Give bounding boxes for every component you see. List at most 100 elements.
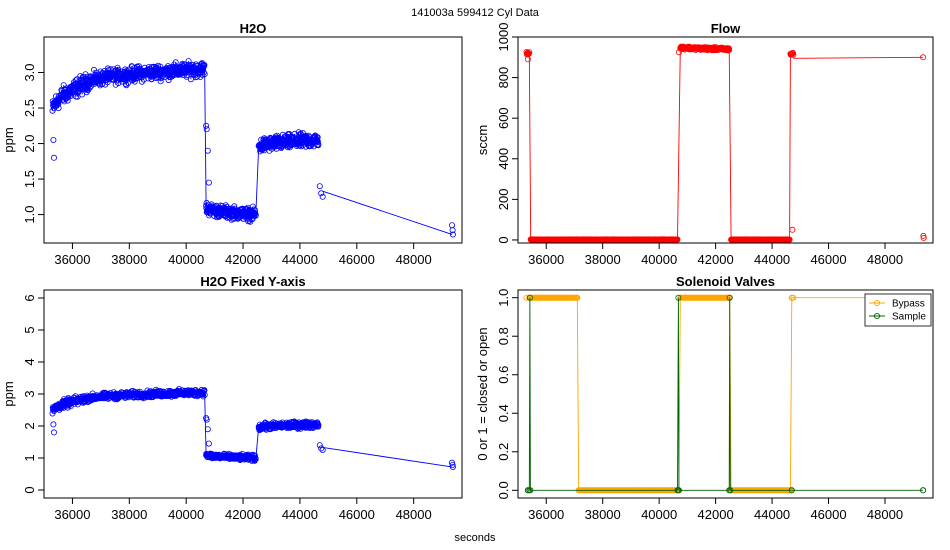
data-point — [55, 101, 62, 108]
plot-frame — [517, 289, 934, 499]
panel-solenoid-valves: Solenoid Valves 0 or 1 = closed or open 36… — [475, 274, 934, 522]
x-tick-label: 48000 — [396, 507, 432, 522]
x-tick-label: 46000 — [339, 507, 375, 522]
chart-title: H2O — [240, 21, 267, 36]
series-tail-line — [793, 56, 924, 59]
legend-swatch-point — [873, 312, 881, 320]
x-tick-label: 44000 — [282, 507, 318, 522]
y-tick-label: 0.0 — [496, 481, 511, 499]
data-point — [315, 421, 322, 428]
y-axis-label: sccm — [475, 125, 490, 155]
data-point — [675, 487, 682, 494]
data-point — [131, 78, 138, 85]
data-point — [726, 46, 733, 53]
legend-label: Sample — [892, 312, 926, 323]
x-tick-label: 40000 — [641, 252, 677, 267]
chart-title: H2O Fixed Y-axis — [200, 274, 305, 289]
data-point — [77, 73, 84, 80]
data-point — [204, 426, 211, 433]
x-tick-label: 38000 — [111, 252, 147, 267]
data-point — [788, 487, 795, 494]
data-point — [252, 452, 259, 459]
panel-flow: Flow sccm 36000 38000 40000 42000 44000 46000 48… — [475, 21, 934, 267]
data-point — [527, 487, 534, 494]
data-point — [920, 232, 927, 239]
data-point — [201, 62, 208, 69]
y-tick-label: 0 — [496, 236, 511, 243]
data-point — [314, 134, 321, 141]
data-point — [727, 487, 734, 494]
data-point — [51, 154, 58, 161]
data-point — [204, 147, 211, 154]
series-sample — [524, 294, 927, 494]
y-axis-label: ppm — [1, 381, 16, 406]
y-tick-label: 1.5 — [22, 170, 37, 188]
series-h2o — [49, 385, 456, 470]
data-point — [315, 141, 322, 148]
data-point — [88, 82, 95, 89]
x-tick-label: 36000 — [54, 252, 90, 267]
data-point — [786, 236, 793, 243]
data-point — [449, 461, 456, 468]
data-point — [64, 97, 71, 104]
panel-h2o: H2O ppm 36000 38000 40000 42000 44000 46000 4800… — [1, 21, 463, 267]
data-point — [318, 445, 325, 452]
x-tick-label: 36000 — [528, 507, 564, 522]
y-tick-label: 1000 — [496, 23, 511, 52]
x-tick-label: 36000 — [54, 507, 90, 522]
x-tick-label: 46000 — [810, 252, 846, 267]
data-point — [85, 86, 92, 93]
data-point — [203, 126, 210, 133]
y-tick-label: 1 — [22, 454, 37, 461]
legend-swatch-point — [873, 299, 881, 307]
x-tick-label: 44000 — [754, 252, 790, 267]
plot-frame — [43, 36, 463, 244]
data-point — [314, 420, 321, 427]
data-point — [319, 193, 326, 200]
x-tick-label: 40000 — [168, 507, 204, 522]
y-tick-label: 0.8 — [496, 327, 511, 345]
figure-header: 141003a 599412 Cyl Data — [411, 7, 540, 19]
y-tick-label: 2.5 — [22, 99, 37, 117]
data-point — [50, 136, 57, 143]
y-tick-label: 200 — [496, 189, 511, 211]
data-point — [449, 231, 456, 238]
data-point — [318, 190, 325, 197]
data-point — [79, 91, 86, 98]
x-tick-label: 48000 — [396, 252, 432, 267]
x-tick-label: 36000 — [528, 252, 564, 267]
data-point — [448, 222, 455, 229]
data-point — [203, 416, 210, 423]
data-point — [314, 138, 321, 145]
data-point — [920, 54, 927, 61]
x-tick-label: 48000 — [867, 507, 903, 522]
data-point — [574, 294, 581, 301]
panel-h2o-fixed: H2O Fixed Y-axis ppm 36000 38000 40000 42000 4… — [1, 274, 463, 522]
data-point — [63, 95, 70, 102]
x-tick-label: 42000 — [225, 507, 261, 522]
data-point — [316, 442, 323, 449]
x-tick-label: 42000 — [698, 252, 734, 267]
x-tick-label: 46000 — [810, 507, 846, 522]
data-point — [104, 79, 111, 86]
data-point — [205, 179, 212, 186]
data-point — [526, 294, 533, 301]
y-tick-label: 3.0 — [22, 63, 37, 81]
legend: Bypass Sample — [864, 293, 932, 327]
chart-title: Flow — [711, 21, 741, 36]
series-line — [527, 297, 924, 491]
data-point — [316, 183, 323, 190]
data-point — [172, 59, 179, 66]
x-tick-label: 38000 — [111, 507, 147, 522]
x-tick-label: 46000 — [339, 252, 375, 267]
data-point — [299, 142, 306, 149]
figure-xlabel: seconds — [455, 532, 496, 544]
legend-label: Bypass — [892, 299, 925, 310]
data-point — [276, 143, 283, 150]
data-point — [197, 73, 204, 80]
y-tick-label: 1.0 — [22, 206, 37, 224]
y-tick-label: 0.6 — [496, 366, 511, 384]
data-point — [51, 429, 58, 436]
data-point — [99, 81, 106, 88]
